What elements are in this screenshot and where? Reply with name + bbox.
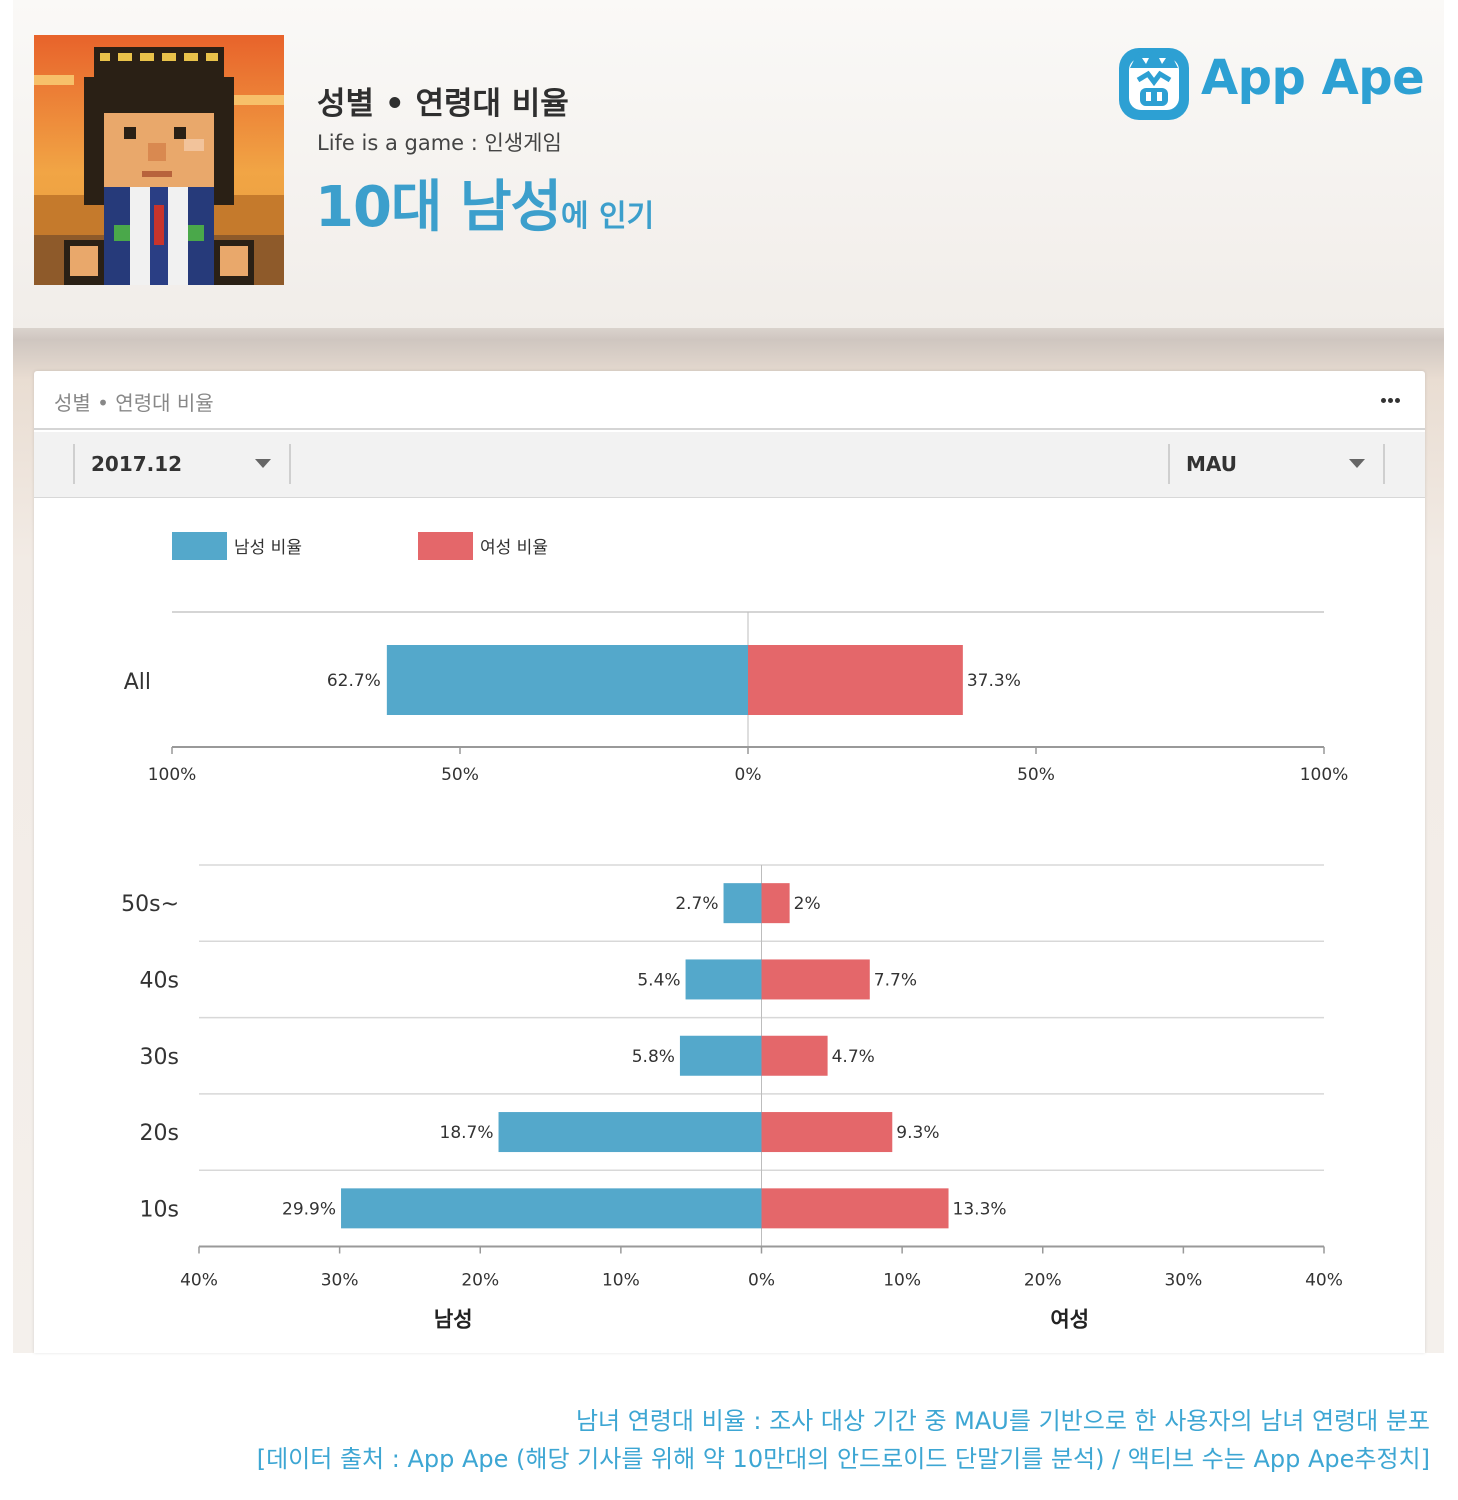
chart2-data-label-female: 4.7% (832, 1047, 875, 1067)
panel-title: 성별 • 연령대 비율 (54, 391, 214, 415)
chart2-bar-male (341, 1188, 762, 1229)
chart2-data-label-male: 5.4% (637, 970, 680, 990)
chart1-x-tick-label: 100% (1300, 765, 1349, 785)
chart2-bar-male (685, 959, 762, 1000)
header-title: 성별 • 연령대 비율 (317, 86, 569, 122)
headline: 10대 남성에 인기 (315, 162, 654, 243)
chevron-down-icon (1349, 459, 1365, 468)
chart2-bar-male (498, 1112, 762, 1153)
chart2-data-label-male: 18.7% (440, 1123, 494, 1143)
legend-swatch-male (172, 532, 227, 560)
chart2-category-label: 40s (140, 968, 179, 993)
chart2-side-label-male: 남성 (434, 1308, 473, 1332)
chart1-bar-female (748, 645, 963, 715)
app-name: Life is a game : 인생게임 (317, 131, 562, 155)
chart2-bar-female (761, 959, 870, 1000)
chart2-x-tick-label: 0% (748, 1271, 775, 1291)
chart2-side-label-female: 여성 (1050, 1308, 1089, 1332)
brand-name: App Ape (1201, 50, 1425, 106)
caption-line-1: 남녀 연령대 비율 : 조사 대상 기간 중 MAU를 기반으로 한 사용자의 … (575, 1407, 1430, 1435)
chart1-x-tick-label: 100% (148, 765, 197, 785)
legend-label-female: 여성 비율 (480, 538, 548, 558)
chart2-bar-male (723, 883, 762, 924)
chart2-x-tick-label: 30% (1164, 1271, 1202, 1291)
chart2-bar-female (761, 1112, 893, 1153)
chart1-data-label-female: 37.3% (967, 671, 1021, 691)
chart2-x-tick-label: 20% (1024, 1271, 1062, 1291)
more-icon[interactable] (1381, 391, 1401, 405)
chart2-data-label-female: 7.7% (874, 970, 917, 990)
chart2-category-label: 20s (140, 1121, 179, 1146)
caption-line-2: [데이터 출처 : App Ape (해당 기사를 위해 약 10만대의 안드로… (256, 1445, 1430, 1473)
chart2-x-tick-label: 40% (180, 1271, 218, 1291)
chart2-data-label-female: 13.3% (953, 1199, 1007, 1219)
metric-select[interactable]: MAU (1168, 444, 1385, 484)
chart2-data-label-male: 2.7% (675, 894, 718, 914)
app-ape-logo: App Ape (1116, 38, 1426, 122)
metric-select-value: MAU (1186, 452, 1238, 476)
chart2-bar-female (761, 1188, 949, 1229)
report-header: 성별 • 연령대 비율 Life is a game : 인생게임 10대 남성… (13, 0, 1444, 328)
ape-face-icon (1119, 48, 1189, 120)
chart2-data-label-male: 29.9% (282, 1199, 336, 1219)
chart2-x-tick-label: 20% (461, 1271, 499, 1291)
chart2-data-label-male: 5.8% (632, 1047, 675, 1067)
chart2-category-label: 50s~ (121, 892, 179, 917)
panel-header: 성별 • 연령대 비율 (34, 371, 1425, 430)
chart1-x-tick-label: 50% (441, 765, 479, 785)
chart2-x-tick-label: 30% (321, 1271, 359, 1291)
chart1-x-tick-label: 0% (735, 765, 762, 785)
chart2-x-tick-label: 10% (883, 1271, 921, 1291)
chart2-x-tick-label: 40% (1305, 1271, 1343, 1291)
chart1-bar-male (386, 645, 748, 715)
chart2-x-tick-label: 10% (602, 1271, 640, 1291)
date-select[interactable]: 2017.12 (73, 444, 291, 484)
chart1-data-label-male: 62.7% (327, 671, 381, 691)
chart-panel: 성별 • 연령대 비율 2017.12 MAU 남성 비율 여성 비율 All 62.… (34, 371, 1425, 1353)
chevron-down-icon (255, 459, 271, 468)
chart2-bar-male (679, 1035, 762, 1076)
chart2-data-label-female: 2% (794, 894, 821, 914)
chart2-bar-female (761, 883, 790, 924)
game-app-icon (34, 35, 284, 285)
gender-age-chart: 남성 비율 여성 비율 All 62.7% 37.3% 100% 50% 0% 50% 100% 5… (121, 532, 1349, 1332)
legend-swatch-female (418, 532, 473, 560)
headline-suffix: 에 인기 (561, 199, 655, 234)
caption: 남녀 연령대 비율 : 조사 대상 기간 중 MAU를 기반으로 한 사용자의 … (257, 1402, 1430, 1478)
chart2-data-label-female: 9.3% (896, 1123, 939, 1143)
chart2-category-label: 10s (140, 1197, 179, 1222)
chart2-category-label: 30s (140, 1045, 179, 1070)
filter-bar: 2017.12 MAU (34, 432, 1425, 498)
date-select-value: 2017.12 (91, 452, 183, 476)
chart1-category-label: All (124, 670, 151, 695)
headline-highlight: 10대 남성 (315, 175, 562, 240)
legend-label-male: 남성 비율 (234, 538, 302, 558)
chart2-bar-female (761, 1035, 828, 1076)
chart1-x-tick-label: 50% (1017, 765, 1055, 785)
